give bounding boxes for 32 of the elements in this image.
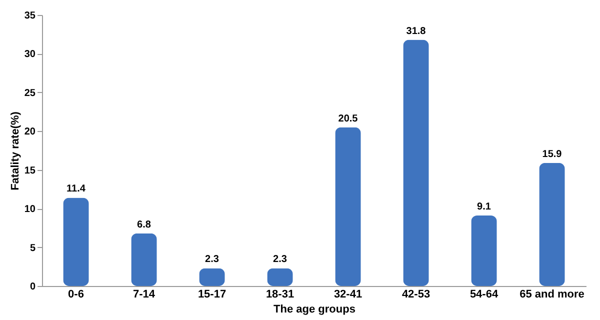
data-label: 2.3 [205,254,220,266]
data-label: 2.3 [273,254,288,266]
x-tick-label: 65 and more [520,288,584,300]
y-tick-label: 20 [24,126,36,138]
bar [131,233,157,286]
y-tick-label: 5 [30,242,36,254]
bar [403,40,429,286]
y-tick-label: 0 [30,282,36,292]
y-tick-label: 30 [24,49,36,60]
y-axis-title: Fatality rate(%) [9,111,22,190]
x-tick-label: 15-17 [198,288,226,300]
y-tick-label: 25 [24,88,36,99]
bar [539,162,565,286]
data-label: 9.1 [477,202,492,213]
bar [335,127,361,286]
y-tick-label: 35 [24,10,36,22]
y-tick-label: 10 [24,204,36,216]
bar [471,216,497,286]
y-tick-label: 15 [24,165,36,176]
data-label: 20.5 [338,113,358,124]
data-label: 31.8 [406,26,426,37]
bar [63,198,89,286]
data-label: 15.9 [542,148,562,160]
x-tick-label: 32-41 [334,288,362,300]
data-label: 11.4 [66,184,86,195]
x-tick-label: 18-31 [266,288,294,300]
x-tick-label: 0-6 [68,288,84,300]
x-axis-title: The age groups [274,304,356,316]
x-tick-label: 7-14 [132,288,156,300]
x-tick-label: 54-64 [470,288,499,300]
data-label: 6.8 [137,219,152,230]
x-tick-label: 42-53 [402,288,430,300]
